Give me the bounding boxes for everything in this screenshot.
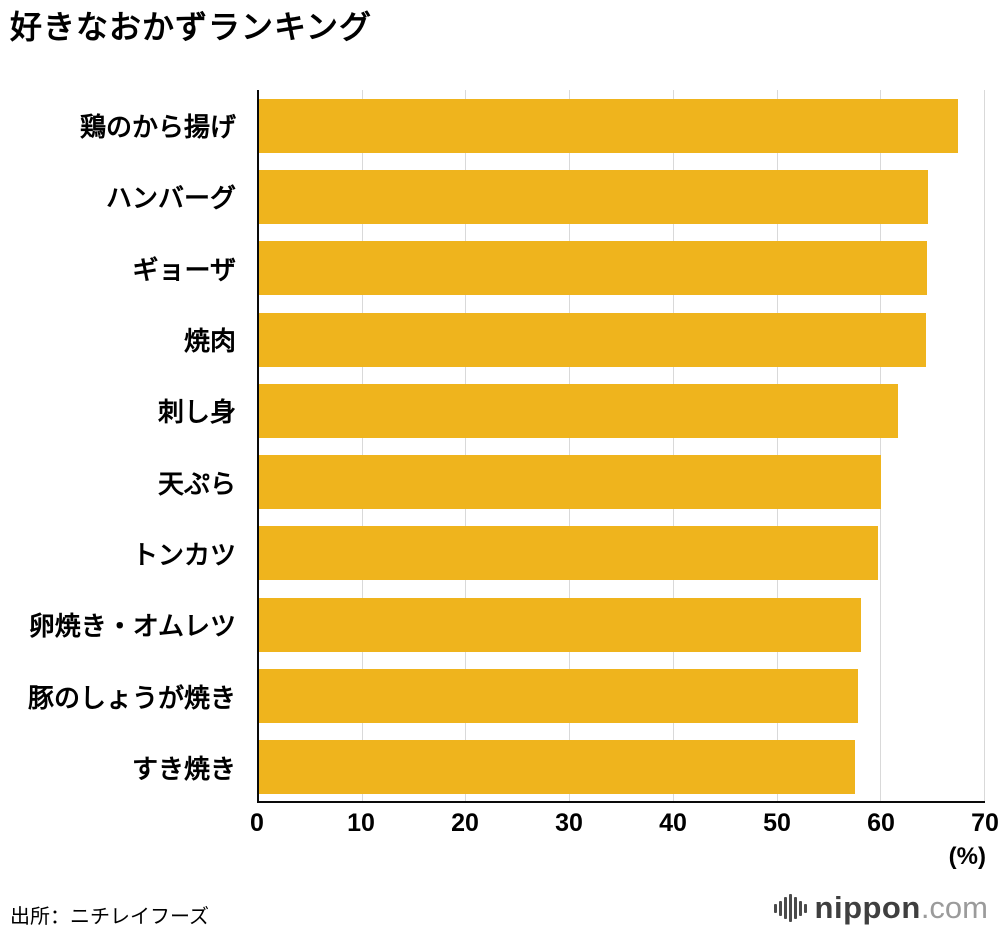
category-label: ハンバーグ — [105, 183, 236, 214]
y-axis-labels: 鶏のから揚げハンバーグギョーザ焼肉刺し身天ぷらトンカツ卵焼き・オムレツ 豚のしょう… — [0, 90, 246, 803]
logo-text-nippon: nippon — [814, 890, 921, 925]
gridline — [569, 90, 571, 801]
x-tick-label: 50 — [763, 809, 791, 837]
x-tick-label: 20 — [451, 809, 479, 837]
category-label: 鶏のから揚げ — [79, 112, 236, 143]
category-label: 豚のしょうが焼き — [27, 682, 236, 713]
bar-豚のしょうが焼き — [259, 669, 859, 724]
x-axis-ticks: 0 10 20 30 40 50 60 70 — [250, 809, 999, 843]
category-label: すき焼き — [131, 753, 236, 784]
category-label: トンカツ — [131, 539, 236, 570]
gridline — [776, 90, 778, 801]
nippon-logo: nippon.com — [773, 890, 988, 926]
x-tick-label: 40 — [659, 809, 687, 837]
category-label: 卵焼き・オムレツ — [28, 611, 236, 642]
bar-トンカツ — [259, 526, 879, 581]
gridline — [880, 90, 882, 801]
soundwave-icon — [773, 892, 807, 924]
x-axis-unit-label: (%) — [948, 843, 986, 870]
category-label: 天ぷら — [157, 468, 236, 499]
bar-刺し身 — [259, 383, 898, 438]
gridline — [672, 90, 674, 801]
x-tick-label: 70 — [971, 809, 999, 837]
gridline — [465, 90, 467, 801]
bar-天ぷら — [259, 455, 882, 510]
bar-鶏のから揚げ — [259, 98, 959, 153]
bar-ハンバーグ — [259, 169, 928, 224]
chart-title: 好きなおかずランキング — [10, 9, 373, 45]
x-tick-label: 10 — [347, 809, 375, 837]
bar-卵焼き・オムレツ — [259, 597, 861, 652]
category-label: 焼肉 — [183, 326, 236, 357]
source-text: 出所：ニチレイフーズ — [10, 906, 209, 928]
gridline — [984, 90, 985, 801]
category-label: ギョーザ — [132, 254, 236, 285]
logo-text-com: .com — [920, 890, 988, 925]
logo-wordmark: nippon.com — [815, 890, 988, 926]
gridline — [361, 90, 363, 801]
plot-area — [257, 90, 985, 803]
bar-すき焼き — [259, 740, 856, 795]
x-tick-label: 60 — [867, 809, 895, 837]
x-tick-label: 0 — [250, 809, 264, 837]
x-tick-label: 30 — [555, 809, 583, 837]
bar-ギョーザ — [259, 241, 927, 296]
category-label: 刺し身 — [157, 397, 236, 428]
bar-焼肉 — [259, 312, 926, 367]
